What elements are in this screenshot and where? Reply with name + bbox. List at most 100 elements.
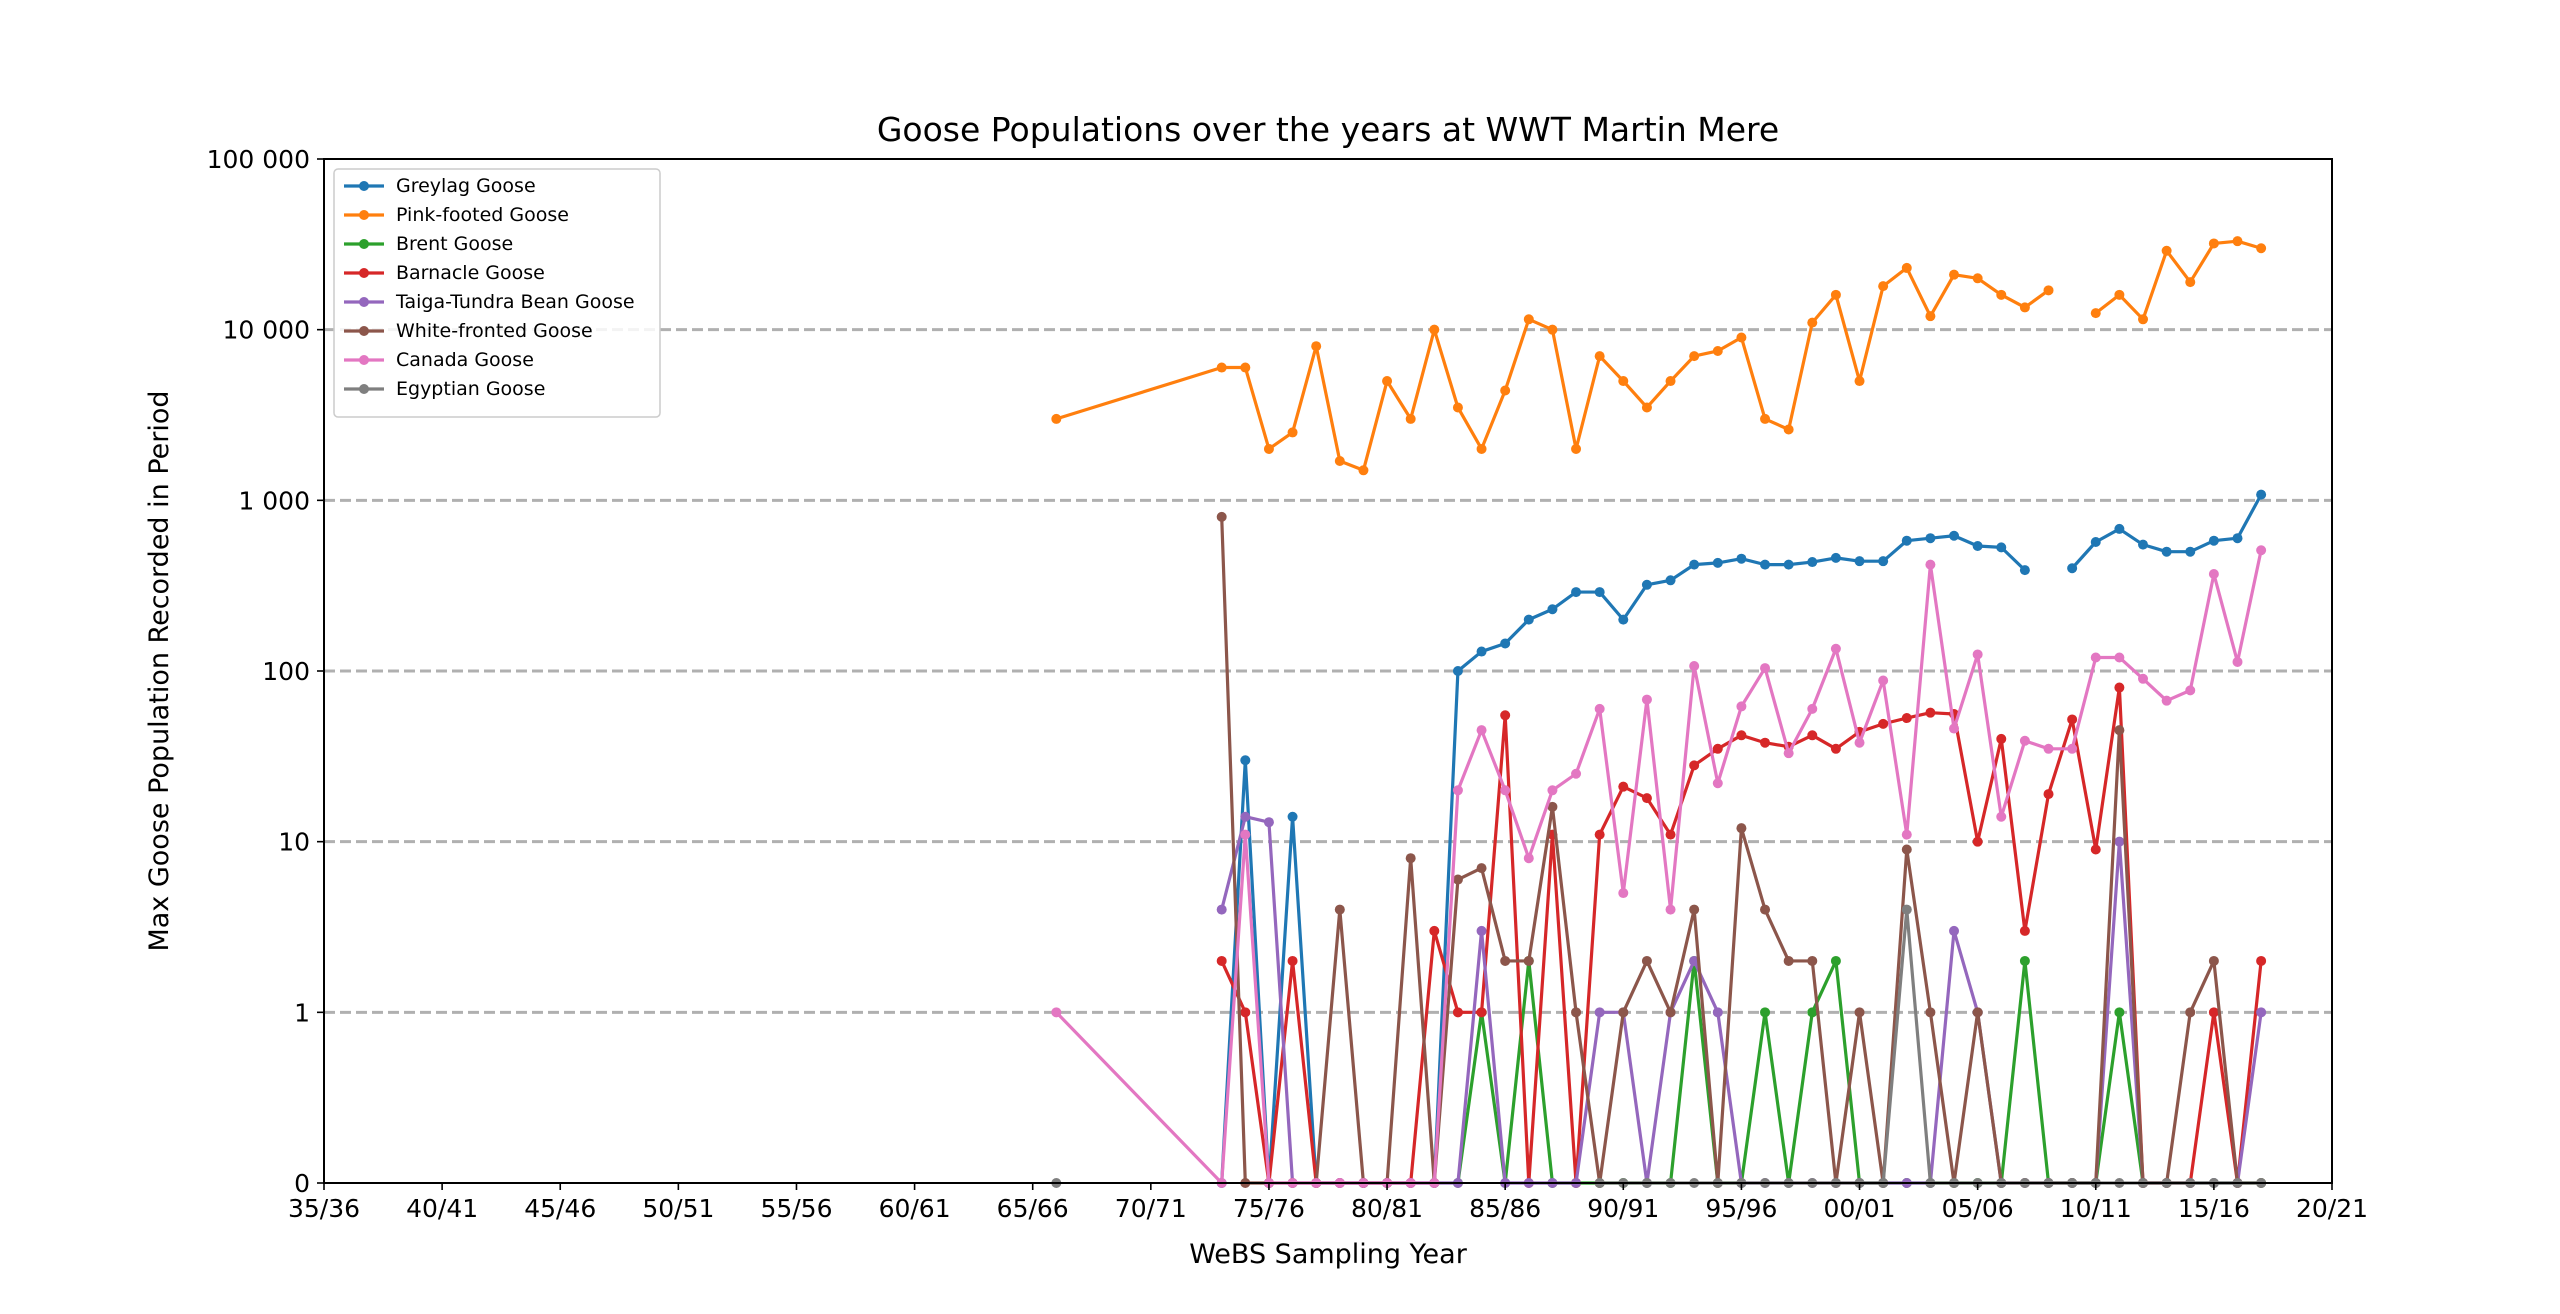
data-point [1736,701,1747,712]
data-point [1594,829,1605,840]
data-point [1807,557,1818,568]
data-point [1500,710,1511,721]
data-point [1216,511,1227,522]
legend-swatch-marker [359,297,369,307]
data-point [1901,829,1912,840]
legend-label: Pink-footed Goose [396,204,569,226]
data-point [2019,955,2030,966]
legend-swatch-marker [359,268,369,278]
data-point [1382,376,1393,387]
data-point [2090,652,2101,663]
data-point [1523,853,1534,864]
data-point [1854,1007,1865,1018]
y-tick-label: 100 [262,657,310,686]
y-tick-label: 1 [294,998,310,1027]
data-point [2114,523,2125,534]
y-tick-label: 1 000 [238,486,310,515]
x-tick-label: 15/16 [2178,1194,2250,1223]
data-point [1972,273,1983,284]
data-point [1240,755,1251,766]
data-point [1618,376,1629,387]
data-point [1452,874,1463,885]
data-point [1500,785,1511,796]
x-tick-label: 20/21 [2296,1194,2368,1223]
data-point [1996,811,2007,822]
data-point [1476,1007,1487,1018]
data-point [2208,1007,2219,1018]
series-line [1055,266,2050,472]
data-point [1476,725,1487,736]
data-point [1334,904,1345,915]
data-point [1712,778,1723,789]
data-point [1830,643,1841,654]
data-point [1476,925,1487,936]
data-point [2138,314,2149,325]
data-point [1760,904,1771,915]
data-point [1830,743,1841,754]
data-point [2256,955,2267,966]
data-point [1783,559,1794,570]
data-point [2185,546,2196,557]
data-point [2232,656,2243,667]
data-point [2067,743,2078,754]
legend-swatch-marker [359,326,369,336]
data-point [2256,243,2267,254]
data-point [2043,285,2054,296]
data-point [1830,289,1841,300]
data-point [1830,552,1841,563]
data-point [1689,760,1700,771]
data-point [2090,536,2101,547]
legend-swatch-marker [359,239,369,249]
series-line [2094,239,2262,321]
data-point [1429,925,1440,936]
data-point [1287,955,1298,966]
data-point [1665,829,1676,840]
legend-label: Canada Goose [396,349,534,371]
x-tick-label: 80/81 [1351,1194,1423,1223]
data-point [1736,823,1747,834]
data-point [1240,811,1251,822]
legend-label: Egyptian Goose [396,378,545,400]
data-point [2208,238,2219,249]
data-point [1712,743,1723,754]
data-point [1240,362,1251,373]
data-point [1854,556,1865,567]
y-tick-label: 10 000 [223,316,310,345]
legend-label: Taiga-Tundra Bean Goose [395,291,635,313]
data-point [1452,785,1463,796]
data-point [1760,1007,1771,1018]
data-point [1760,663,1771,674]
data-point [1618,614,1629,625]
data-point [1051,413,1062,424]
data-point [1571,1007,1582,1018]
x-tick-label: 40/41 [406,1194,478,1223]
data-point [2114,652,2125,663]
data-point [1405,413,1416,424]
data-point [1807,703,1818,714]
x-tick-label: 90/91 [1587,1194,1659,1223]
data-point [2114,836,2125,847]
data-point [1925,707,1936,718]
data-point [1689,904,1700,915]
data-point [1807,317,1818,328]
data-point [1547,785,1558,796]
data-point [1925,311,1936,322]
data-point [1783,748,1794,759]
data-point [1925,559,1936,570]
legend-label: Greylag Goose [396,175,536,197]
series-4 [1216,811,2267,1188]
data-point [1949,269,1960,280]
data-point [1925,533,1936,544]
y-tick-label: 0 [294,1169,310,1198]
data-point [1972,649,1983,660]
data-point [1500,385,1511,396]
data-point [1854,737,1865,748]
data-point [2208,569,2219,580]
data-point [2043,789,2054,800]
data-point [2185,277,2196,288]
data-point [1972,1007,1983,1018]
x-tick-label: 60/61 [879,1194,951,1223]
x-tick-label: 70/71 [1115,1194,1187,1223]
data-point [1760,413,1771,424]
x-tick-label: 65/66 [997,1194,1069,1223]
